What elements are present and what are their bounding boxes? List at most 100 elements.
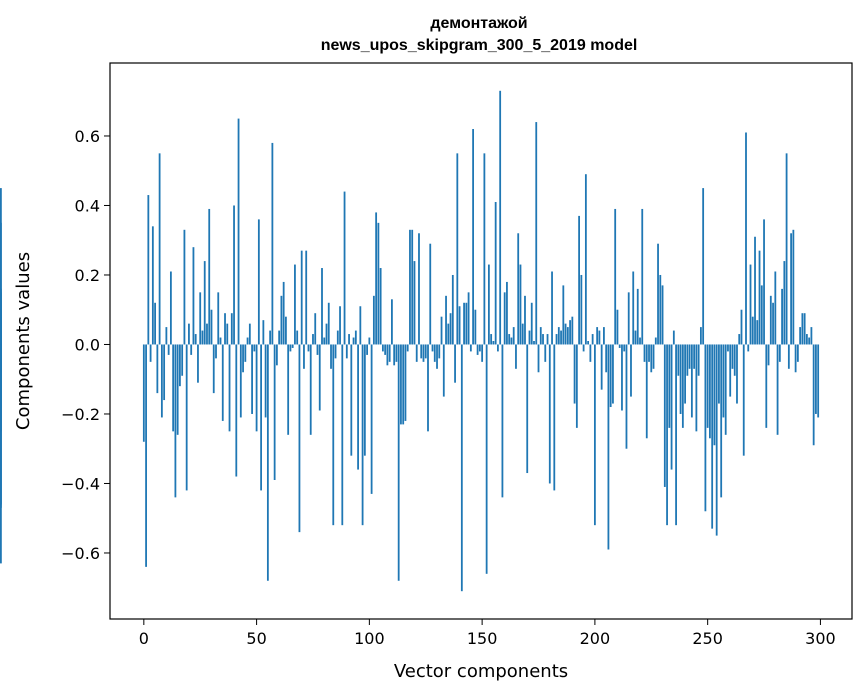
bar-102 xyxy=(372,295,375,345)
bar-245 xyxy=(695,344,698,432)
bar-40 xyxy=(233,205,235,345)
bar-210 xyxy=(616,309,619,345)
bar-72 xyxy=(305,250,308,345)
bar-236 xyxy=(675,344,677,526)
bar-undefined xyxy=(0,344,2,408)
bar-293 xyxy=(803,313,806,345)
bar-81 xyxy=(325,323,328,345)
bar-79 xyxy=(321,268,323,345)
bar-166 xyxy=(517,233,520,345)
bar-195 xyxy=(582,344,585,352)
bar-246 xyxy=(697,344,700,376)
bar-124 xyxy=(422,344,425,362)
bar-211 xyxy=(618,344,621,348)
bar-291 xyxy=(799,327,802,345)
bar-51 xyxy=(257,219,260,345)
bar-25 xyxy=(199,292,202,345)
bar-147 xyxy=(474,309,477,345)
bar-26 xyxy=(201,330,204,345)
bar-67 xyxy=(294,264,296,345)
bar-137 xyxy=(451,274,454,345)
bar-63 xyxy=(285,316,287,345)
bar-128 xyxy=(431,344,434,352)
bar-251 xyxy=(709,344,711,439)
bar-101 xyxy=(370,344,373,494)
bar-129 xyxy=(433,344,436,362)
bar-187 xyxy=(564,323,567,345)
x-axis-ticks: 0 50 100 150 200 250 300 xyxy=(139,619,836,648)
bar-154 xyxy=(490,334,493,345)
bar-80 xyxy=(323,337,326,345)
bar-144 xyxy=(467,292,470,345)
bar-249 xyxy=(704,344,707,512)
bar-47 xyxy=(248,323,251,345)
bar-138 xyxy=(454,344,456,383)
bar-82 xyxy=(327,302,330,345)
bar-141 xyxy=(460,344,463,592)
bar-279 xyxy=(772,302,774,345)
bar-6 xyxy=(156,344,159,394)
bar-214 xyxy=(625,344,628,449)
bar-91 xyxy=(348,334,350,345)
bar-248 xyxy=(702,188,705,345)
bar-66 xyxy=(291,344,294,348)
bar-130 xyxy=(436,344,438,369)
bar-192 xyxy=(575,344,578,428)
bar-4 xyxy=(151,226,154,345)
bar-234 xyxy=(670,344,673,470)
bar-252 xyxy=(711,344,714,529)
bar-200 xyxy=(593,344,596,526)
bar-113 xyxy=(397,344,400,581)
bar-85 xyxy=(334,344,337,359)
bar-50 xyxy=(255,344,258,432)
bar-184 xyxy=(557,327,560,345)
bar-203 xyxy=(600,344,603,390)
bar-75 xyxy=(312,334,314,345)
bar-159 xyxy=(501,344,504,498)
bar-33 xyxy=(217,292,220,345)
bar-191 xyxy=(573,344,576,404)
bar-277 xyxy=(767,344,770,366)
bar-19 xyxy=(185,344,188,491)
y-tick-label: −0.6 xyxy=(61,544,100,563)
bar-20 xyxy=(188,323,190,345)
bar-18 xyxy=(183,229,186,345)
bar-131 xyxy=(438,344,441,359)
x-tick-label: 100 xyxy=(354,629,385,648)
bar-281 xyxy=(776,344,779,435)
bar-146 xyxy=(472,129,474,345)
bar-103 xyxy=(375,212,378,345)
bar-110 xyxy=(391,299,393,345)
bar-229 xyxy=(659,274,662,345)
bar-168 xyxy=(521,323,524,345)
bar-87 xyxy=(339,306,341,345)
bar-264 xyxy=(738,334,741,345)
bar-46 xyxy=(246,337,249,345)
bar-292 xyxy=(801,313,804,345)
bar-53 xyxy=(262,320,265,345)
bar-202 xyxy=(598,330,601,345)
bar-64 xyxy=(287,344,290,435)
bar-243 xyxy=(690,344,693,418)
bar-213 xyxy=(623,344,626,352)
x-tick-label: 150 xyxy=(467,629,498,648)
bar-161 xyxy=(506,281,508,345)
bar-55 xyxy=(266,344,269,581)
bar-undefined xyxy=(0,222,2,345)
bar-201 xyxy=(596,327,599,345)
bar-23 xyxy=(194,334,197,345)
bar-296 xyxy=(810,327,813,345)
bar-285 xyxy=(785,153,788,345)
bar-299 xyxy=(817,344,820,418)
bar-224 xyxy=(648,344,650,362)
bar-260 xyxy=(729,344,732,397)
bar-112 xyxy=(395,344,398,362)
bar-134 xyxy=(445,295,447,345)
bar-142 xyxy=(463,302,465,345)
bar-215 xyxy=(627,292,630,345)
bar-250 xyxy=(706,344,709,428)
bar-43 xyxy=(239,344,242,418)
bar-5 xyxy=(154,302,156,345)
bar-121 xyxy=(415,344,418,362)
bar-197 xyxy=(587,341,590,345)
